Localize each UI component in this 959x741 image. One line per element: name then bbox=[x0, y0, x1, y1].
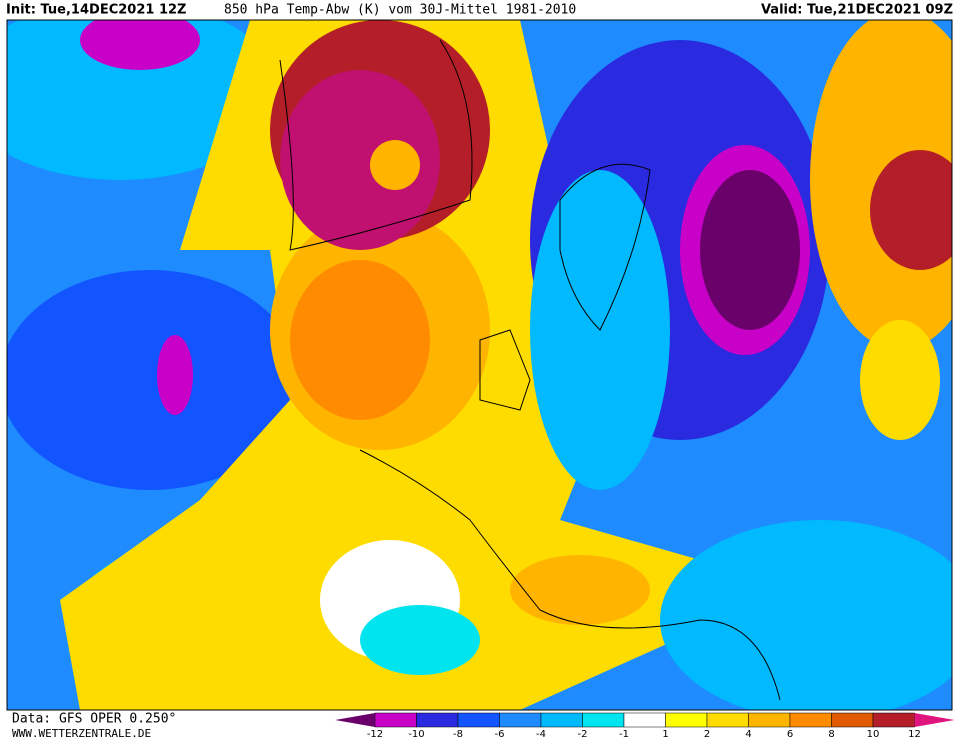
colorbar-segment bbox=[831, 712, 874, 728]
field-blob bbox=[360, 605, 480, 675]
coastline bbox=[559, 163, 651, 331]
field-blob bbox=[290, 260, 430, 420]
field-blob bbox=[870, 150, 952, 270]
colorbar-segment bbox=[499, 712, 542, 728]
site-name: WWW.WETTERZENTRALE.DE bbox=[12, 727, 151, 740]
colorbar-tick-label: 12 bbox=[908, 729, 921, 740]
colorbar-segment bbox=[582, 712, 625, 728]
colorbar-tick-label: -4 bbox=[536, 729, 546, 740]
map-title: 850 hPa Temp-Abw (K) vom 30J-Mittel 1981… bbox=[224, 3, 576, 18]
field-blob bbox=[7, 270, 300, 490]
field-blob bbox=[510, 555, 650, 625]
field-blob bbox=[660, 520, 952, 710]
colorbar-tick-label: -1 bbox=[619, 729, 629, 740]
colorbar-segment bbox=[706, 712, 749, 728]
coastline bbox=[479, 329, 531, 411]
field-blob bbox=[860, 320, 940, 440]
colorbar-segment bbox=[623, 712, 666, 728]
colorbar-segment bbox=[374, 712, 417, 728]
field-blob bbox=[280, 70, 440, 250]
colorbar-tick-label: -12 bbox=[367, 729, 383, 740]
field-blob bbox=[80, 20, 200, 70]
field-blob bbox=[7, 20, 280, 180]
colorbar-segment bbox=[789, 712, 832, 728]
colorbar: -12 -10 -8 -6 -4 -2 -1 1 2 4 6 8 10 12 bbox=[335, 712, 955, 740]
map bbox=[6, 19, 953, 711]
init-label: Init: Tue,14DEC2021 12Z bbox=[6, 3, 186, 18]
field-blob bbox=[157, 335, 193, 415]
field-blob bbox=[370, 140, 420, 190]
colorbar-segment bbox=[540, 712, 583, 728]
field-blob bbox=[700, 170, 800, 330]
colorbar-tick-label: 6 bbox=[787, 729, 793, 740]
colorbar-tick-label: 1 bbox=[662, 729, 668, 740]
coastline bbox=[359, 449, 781, 701]
colorbar-segment bbox=[748, 712, 791, 728]
colorbar-tick-label: 8 bbox=[828, 729, 834, 740]
colorbar-tick-label: 10 bbox=[867, 729, 880, 740]
colorbar-tick-label: -6 bbox=[495, 729, 505, 740]
colorbar-segment bbox=[872, 712, 915, 728]
colorbar-segment bbox=[665, 712, 708, 728]
colorbar-segment bbox=[457, 712, 500, 728]
valid-label: Valid: Tue,21DEC2021 09Z bbox=[761, 3, 953, 18]
colorbar-arrow bbox=[914, 713, 955, 727]
colorbar-tick-label: 4 bbox=[745, 729, 751, 740]
colorbar-tick-label: -8 bbox=[453, 729, 463, 740]
map-frame bbox=[6, 19, 953, 711]
colorbar-segment bbox=[416, 712, 459, 728]
colorbar-tick-label: 2 bbox=[704, 729, 710, 740]
coastline bbox=[279, 39, 473, 251]
data-source: Data: GFS OPER 0.250° bbox=[12, 712, 176, 727]
colorbar-arrow bbox=[335, 713, 375, 727]
colorbar-tick-label: -10 bbox=[408, 729, 424, 740]
anomaly-field bbox=[7, 20, 952, 710]
colorbar-tick-label: -2 bbox=[578, 729, 588, 740]
